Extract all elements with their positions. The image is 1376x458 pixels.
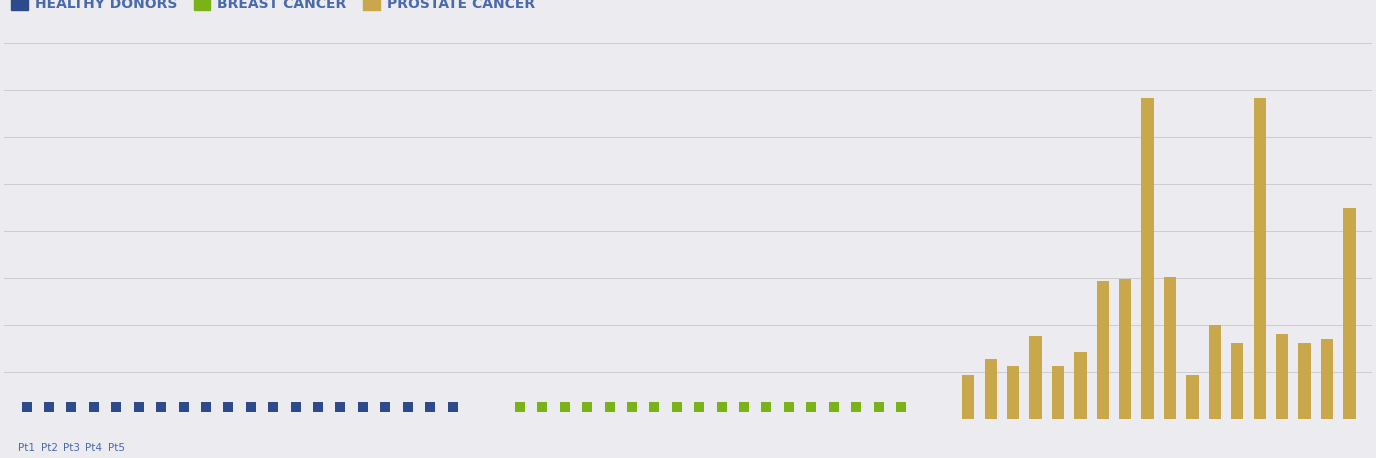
- Text: Pt3: Pt3: [63, 443, 80, 453]
- Point: [307, 404, 329, 411]
- Bar: [1119, 279, 1131, 419]
- Point: [128, 404, 150, 411]
- Bar: [1276, 334, 1288, 419]
- Text: Pt5: Pt5: [107, 443, 125, 453]
- Bar: [1232, 343, 1244, 419]
- Bar: [1075, 352, 1087, 419]
- Bar: [1164, 277, 1176, 419]
- Point: [420, 404, 442, 411]
- Point: [868, 404, 890, 411]
- Point: [599, 404, 621, 411]
- Point: [83, 404, 105, 411]
- Point: [644, 404, 666, 411]
- Bar: [1343, 208, 1355, 419]
- Point: [710, 404, 732, 411]
- Point: [61, 404, 83, 411]
- Point: [172, 404, 194, 411]
- Bar: [984, 359, 996, 419]
- Point: [688, 404, 710, 411]
- Bar: [1142, 98, 1154, 419]
- Bar: [1299, 343, 1311, 419]
- Point: [509, 404, 531, 411]
- Point: [621, 404, 643, 411]
- Point: [39, 404, 61, 411]
- Point: [801, 404, 823, 411]
- Bar: [1186, 375, 1198, 419]
- Bar: [1051, 366, 1064, 419]
- Bar: [1097, 281, 1109, 419]
- Point: [577, 404, 599, 411]
- Point: [666, 404, 688, 411]
- Bar: [1007, 366, 1020, 419]
- Text: Pt2: Pt2: [40, 443, 58, 453]
- Point: [105, 404, 127, 411]
- Point: [15, 404, 37, 411]
- Point: [823, 404, 845, 411]
- Point: [531, 404, 553, 411]
- Point: [733, 404, 755, 411]
- Point: [396, 404, 418, 411]
- Point: [352, 404, 374, 411]
- Bar: [1029, 336, 1042, 419]
- Point: [217, 404, 239, 411]
- Point: [553, 404, 575, 411]
- Legend: HEALTHY DONORS, BREAST CANCER, PROSTATE CANCER: HEALTHY DONORS, BREAST CANCER, PROSTATE …: [11, 0, 535, 11]
- Point: [239, 404, 261, 411]
- Point: [195, 404, 217, 411]
- Point: [442, 404, 464, 411]
- Point: [263, 404, 285, 411]
- Text: Pt4: Pt4: [85, 443, 102, 453]
- Bar: [1321, 338, 1333, 419]
- Bar: [1208, 325, 1221, 419]
- Point: [777, 404, 799, 411]
- Point: [890, 404, 912, 411]
- Point: [374, 404, 396, 411]
- Point: [285, 404, 307, 411]
- Point: [150, 404, 172, 411]
- Point: [329, 404, 351, 411]
- Point: [845, 404, 867, 411]
- Point: [755, 404, 777, 411]
- Bar: [1254, 98, 1266, 419]
- Bar: [962, 375, 974, 419]
- Text: Pt1: Pt1: [18, 443, 34, 453]
